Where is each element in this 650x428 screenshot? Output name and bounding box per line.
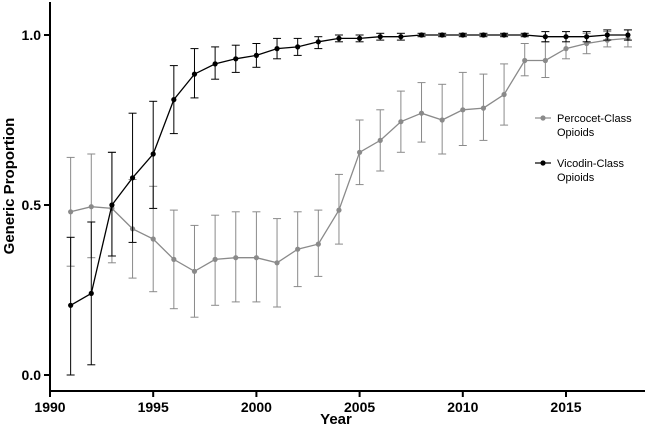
y-tick-label: 0.0 — [22, 367, 42, 383]
data-point — [398, 119, 404, 125]
series-vicodin — [66, 29, 632, 376]
data-point — [480, 105, 487, 111]
x-tick-label: 1990 — [34, 399, 65, 415]
data-point — [522, 57, 528, 64]
data-point — [295, 246, 301, 252]
series-percocet — [66, 29, 632, 318]
data-point — [357, 35, 363, 42]
legend-item-vicodin: Vicodin-Class Opioids — [535, 158, 627, 184]
data-point — [274, 260, 280, 266]
data-point — [501, 32, 507, 38]
x-axis-title: Year — [320, 411, 352, 428]
data-point — [336, 35, 342, 42]
data-point — [398, 34, 404, 40]
y-axis-title: Generic Proportion — [1, 118, 18, 255]
data-point — [439, 117, 445, 123]
legend-percocet-marker — [540, 115, 546, 121]
data-point — [315, 39, 321, 45]
data-point — [109, 202, 115, 208]
data-point — [88, 290, 94, 296]
legend-vicodin-label: Vicodin-Class Opioids — [557, 158, 627, 184]
series-line — [70, 34, 628, 306]
data-point — [315, 241, 321, 247]
data-point — [274, 46, 280, 52]
legend-item-percocet: Percocet-Class Opioids — [535, 113, 635, 139]
data-point — [418, 32, 425, 38]
data-point — [522, 32, 528, 38]
data-point — [150, 236, 156, 242]
data-point — [253, 52, 259, 59]
data-point — [439, 32, 445, 38]
data-point — [253, 255, 259, 261]
data-point — [295, 44, 301, 50]
data-point — [460, 32, 466, 38]
data-point — [460, 107, 466, 113]
data-point — [501, 91, 507, 98]
y-tick-label: 0.5 — [22, 197, 42, 213]
data-point — [129, 175, 136, 181]
data-point — [191, 268, 198, 274]
data-point — [563, 34, 569, 40]
x-tick-label: 2005 — [344, 399, 375, 415]
data-point — [68, 302, 74, 308]
y-tick-label: 1.0 — [22, 27, 42, 43]
legend-percocet-label: Percocet-Class Opioids — [557, 113, 635, 139]
data-point — [171, 256, 177, 262]
data-point — [233, 56, 239, 62]
data-point — [377, 137, 383, 143]
x-tick-label: 2010 — [447, 399, 478, 415]
legend-vicodin-marker — [540, 160, 546, 166]
data-point — [88, 204, 94, 210]
x-ticks: 1990 1995 2000 2005 2010 2015 — [34, 391, 582, 415]
data-point — [336, 207, 342, 213]
legend: Percocet-Class Opioids Vicodin-Class Opi… — [535, 113, 635, 184]
x-tick-label: 1995 — [138, 399, 169, 415]
data-point — [625, 32, 631, 38]
data-point — [377, 34, 383, 40]
data-point — [418, 110, 425, 116]
data-point — [191, 71, 198, 77]
y-ticks: 0.0 0.5 1.0 — [22, 27, 50, 383]
data-point — [150, 151, 156, 157]
data-point — [357, 149, 363, 155]
plot-area — [66, 29, 632, 376]
data-point — [584, 34, 590, 40]
data-point — [68, 209, 74, 215]
data-point — [542, 34, 548, 40]
data-point — [212, 61, 218, 67]
x-tick-label: 2015 — [550, 399, 581, 415]
data-point — [212, 256, 218, 262]
data-point — [604, 32, 610, 38]
data-point — [480, 32, 487, 38]
data-point — [171, 97, 177, 103]
data-point — [563, 46, 569, 52]
x-tick-label: 2000 — [241, 399, 272, 415]
data-point — [233, 255, 239, 261]
series-line — [70, 37, 628, 273]
data-point — [542, 57, 548, 64]
